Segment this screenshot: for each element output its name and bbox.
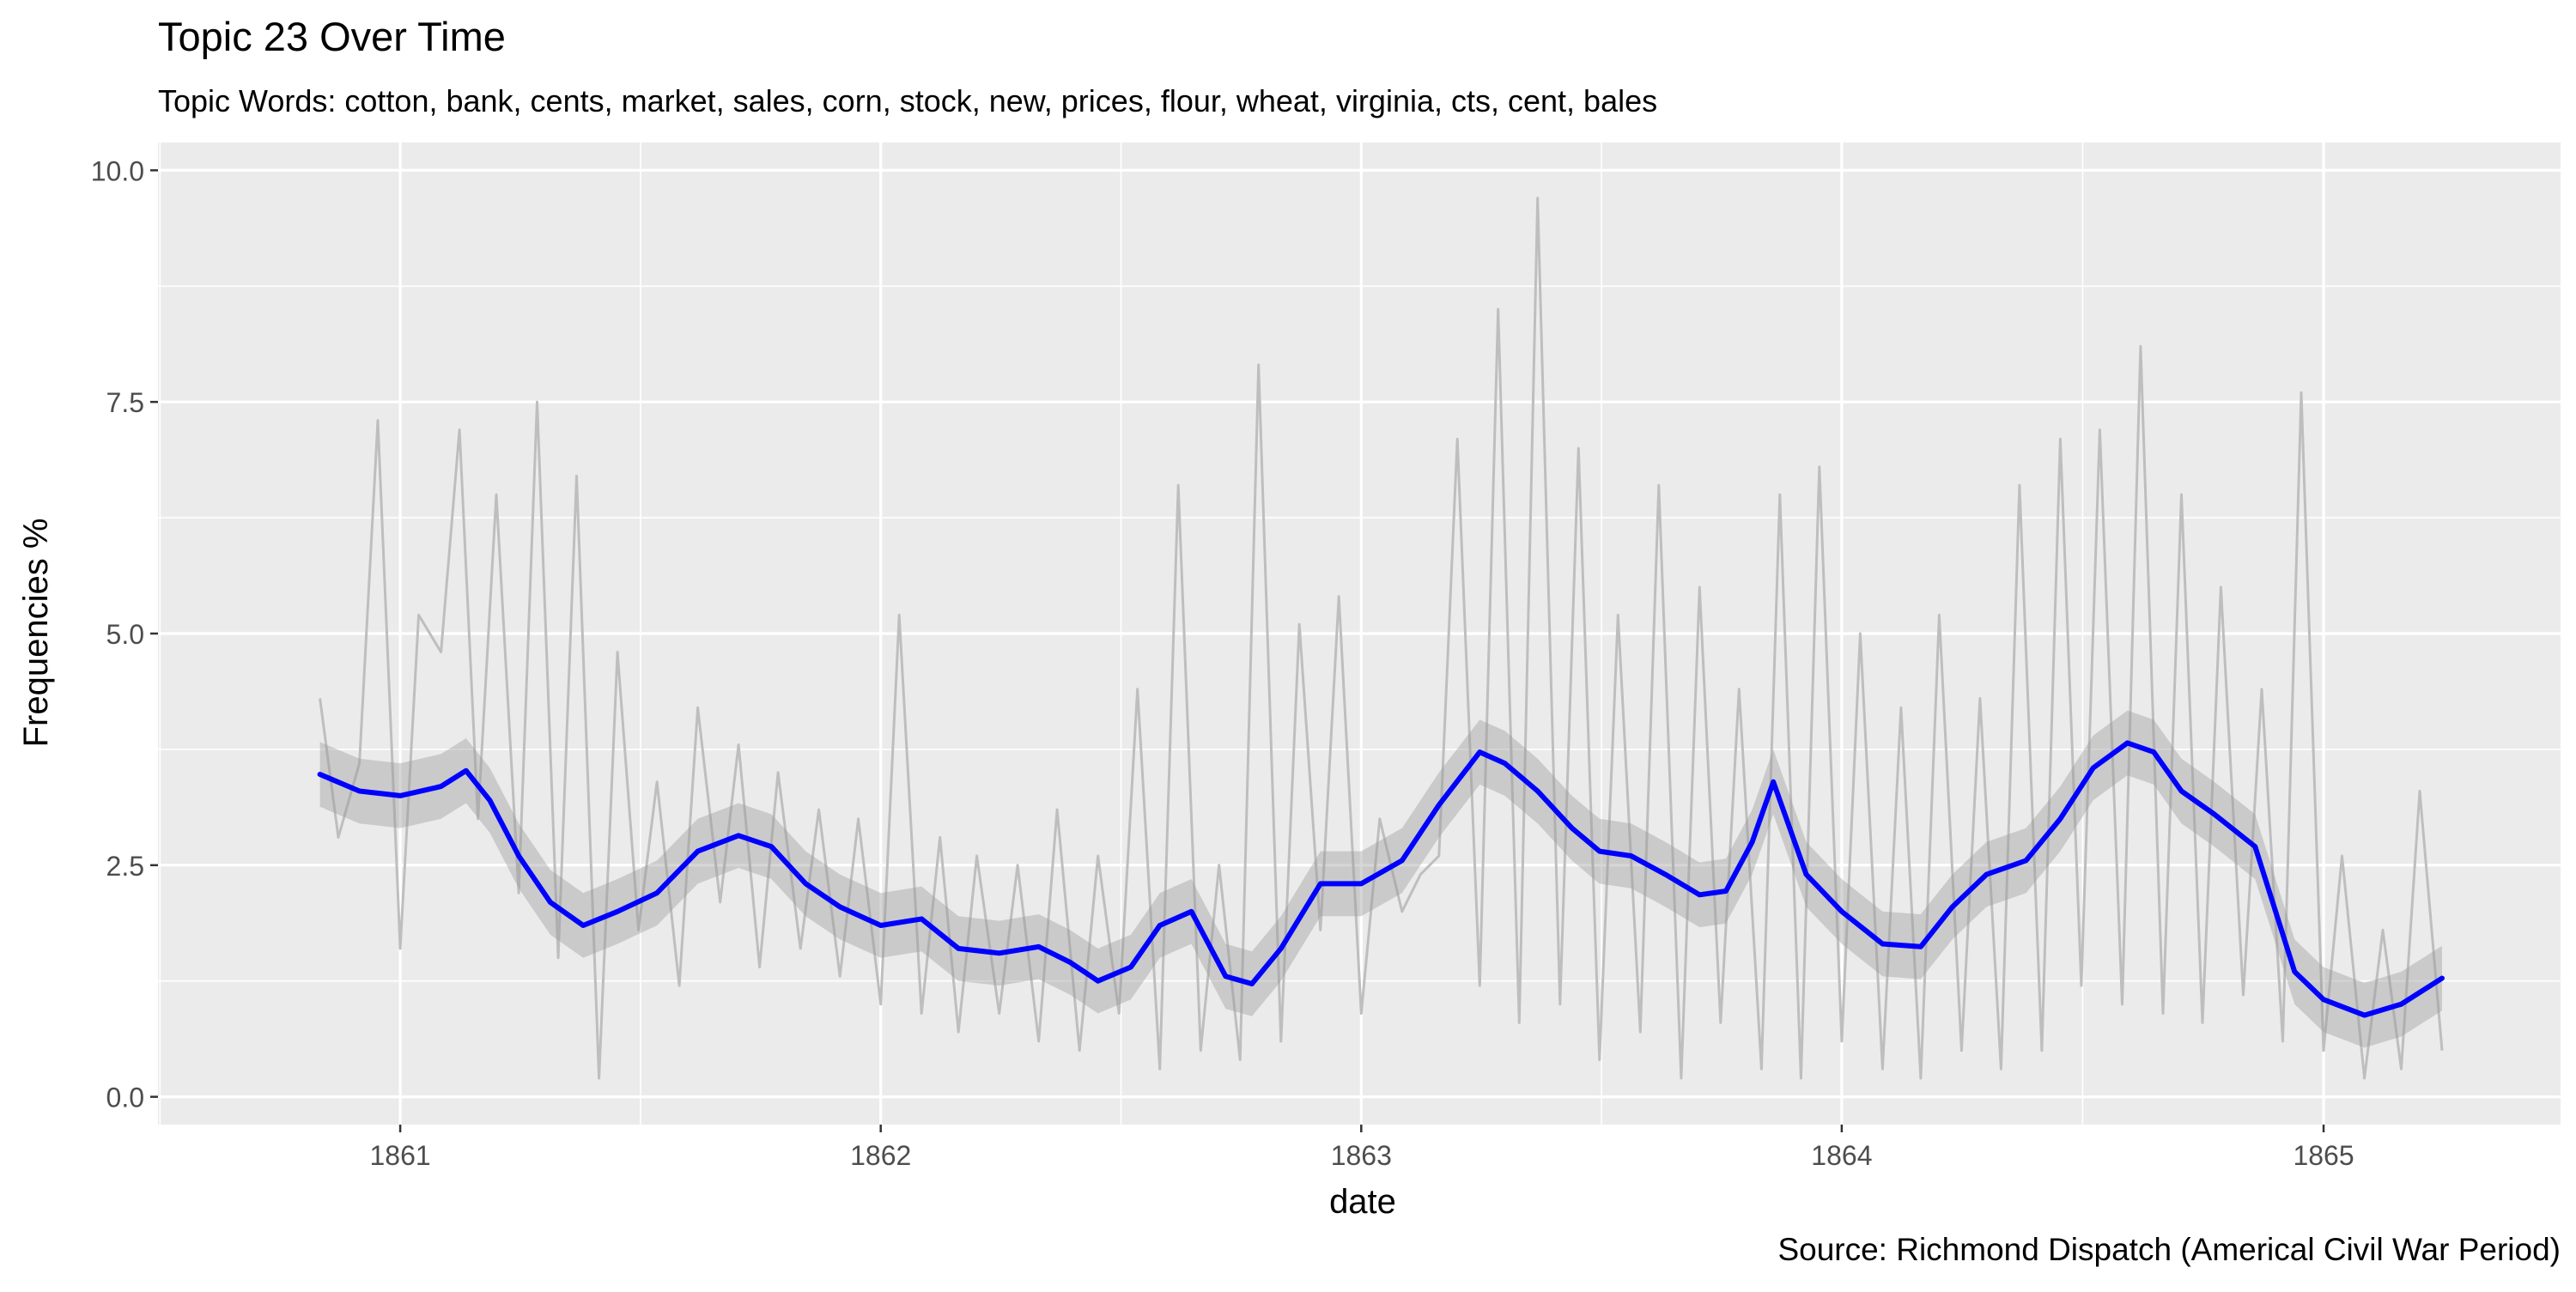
x-tick-label: 1863 (1331, 1140, 1392, 1171)
chart-subtitle: Topic Words: cotton, bank, cents, market… (158, 83, 1657, 118)
chart-caption: Source: Richmond Dispatch (Americal Civi… (1777, 1232, 2561, 1267)
y-tick-label: 2.5 (106, 851, 144, 882)
x-tick-label: 1861 (370, 1140, 431, 1171)
x-tick-label: 1864 (1811, 1140, 1872, 1171)
y-tick-label: 0.0 (106, 1083, 144, 1113)
y-tick-label: 5.0 (106, 619, 144, 650)
x-axis-label: date (1329, 1183, 1396, 1221)
x-tick-label: 1865 (2293, 1140, 2354, 1171)
y-axis-label: Frequencies % (17, 519, 55, 748)
chart-title: Topic 23 Over Time (158, 14, 506, 59)
x-tick-label: 1862 (850, 1140, 911, 1171)
y-tick-label: 7.5 (106, 387, 144, 418)
y-tick-label: 10.0 (91, 155, 144, 186)
